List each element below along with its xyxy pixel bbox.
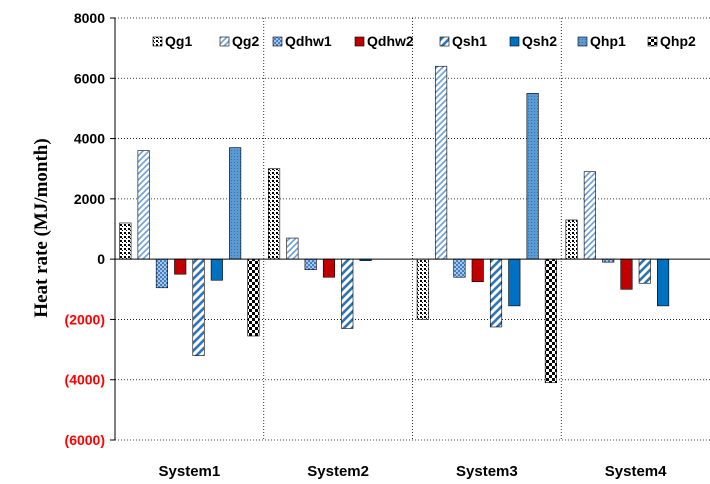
category-label: System3 xyxy=(456,463,518,480)
bar-qsh1-system4 xyxy=(638,258,651,284)
bar-qhp1-system1 xyxy=(229,147,242,260)
bar-qsh2-system3 xyxy=(508,258,521,307)
legend-swatch-qhp2 xyxy=(647,36,658,47)
legend-swatch-qg1 xyxy=(152,36,163,47)
bar-qg2-system4 xyxy=(583,171,596,260)
y-axis-label: Heat rate (MJ/month) xyxy=(31,138,52,317)
legend-swatch-qdhw1 xyxy=(272,36,283,47)
legend-label-qhp2: Qhp2 xyxy=(660,33,696,49)
category-labels: System1 System2 System3 System4 xyxy=(159,463,668,480)
bar-qsh1-system3 xyxy=(489,258,503,328)
bar-qdhw1-system1 xyxy=(155,258,168,289)
legend-swatch-qsh1 xyxy=(439,36,450,47)
bar-qdhw2-system4 xyxy=(620,258,633,290)
bar-qdhw1-system2 xyxy=(304,258,317,270)
y-tick-label: 0 xyxy=(97,251,105,267)
y-tick-label: (4000) xyxy=(65,372,105,388)
legend: Qg1 Qg2 Qdhw1 Qdhw2 Qsh1 Qsh2 Qhp1 Qhp2 xyxy=(152,33,696,49)
y-tick-label: 8000 xyxy=(74,10,105,26)
legend-swatch-qg2 xyxy=(219,36,230,47)
category-label: System4 xyxy=(605,463,667,480)
bar-qdhw2-system3 xyxy=(471,258,484,283)
bar-qsh2-system1 xyxy=(210,258,223,281)
bar-qhp1-system3 xyxy=(526,93,539,260)
category-label: System2 xyxy=(307,463,369,480)
bar-qg1-system1 xyxy=(119,222,132,260)
bar-qhp2-system1 xyxy=(247,258,260,337)
bar-qsh1-system1 xyxy=(192,258,205,356)
bar-qg2-system3 xyxy=(435,65,448,260)
legend-swatch-qdhw2 xyxy=(354,36,365,47)
category-label: System1 xyxy=(159,463,221,480)
bar-qsh1-system2 xyxy=(341,258,354,329)
bars xyxy=(119,65,670,384)
legend-swatch-qhp1 xyxy=(577,36,588,47)
bar-qg1-system2 xyxy=(268,168,281,260)
legend-label-qhp1: Qhp1 xyxy=(590,33,626,49)
legend-label-qg2: Qg2 xyxy=(232,33,259,49)
bar-qg1-system3 xyxy=(416,258,429,320)
y-tick-label: (6000) xyxy=(65,432,105,448)
y-tick-label: 4000 xyxy=(74,131,105,147)
bar-qdhw2-system2 xyxy=(322,258,336,278)
bar-qdhw1-system3 xyxy=(453,258,466,278)
legend-label-qsh1: Qsh1 xyxy=(452,33,487,49)
bar-qg2-system2 xyxy=(286,237,299,260)
legend-swatch-qsh2 xyxy=(509,36,520,47)
legend-label-qg1: Qg1 xyxy=(165,33,192,49)
bar-qhp2-system3 xyxy=(544,258,557,384)
legend-label-qdhw1: Qdhw1 xyxy=(285,33,332,49)
legend-label-qsh2: Qsh2 xyxy=(522,33,557,49)
bar-qg2-system1 xyxy=(137,150,150,260)
bar-qdhw2-system1 xyxy=(174,258,187,275)
bar-qsh2-system4 xyxy=(657,258,670,307)
y-tick-labels: 8000 6000 4000 2000 0 (2000) (4000) (6000) xyxy=(65,10,106,448)
axes xyxy=(110,17,710,441)
legend-label-qdhw2: Qdhw2 xyxy=(367,33,414,49)
bar-qg1-system4 xyxy=(565,219,578,260)
y-tick-label: 2000 xyxy=(74,191,105,207)
grid-lines xyxy=(115,17,710,441)
y-tick-label: (2000) xyxy=(65,311,105,327)
y-tick-label: 6000 xyxy=(74,70,105,86)
